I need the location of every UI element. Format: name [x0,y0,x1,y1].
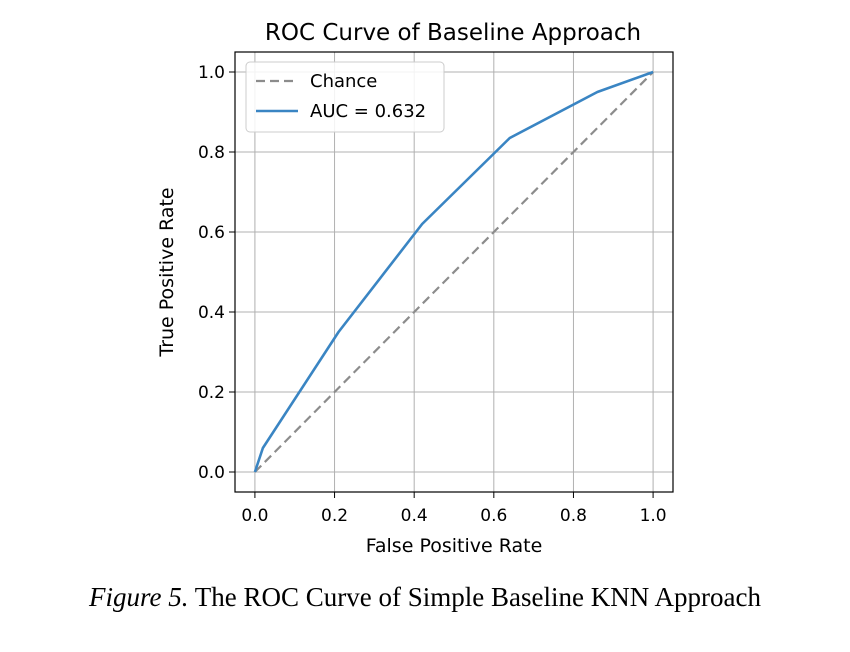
y-tick-label: 0.6 [198,223,225,243]
y-tick-label: 0.2 [198,383,225,403]
y-tick-label: 0.8 [198,143,225,163]
figure-caption: Figure 5. The ROC Curve of Simple Baseli… [0,582,850,613]
series-line-0 [254,71,654,473]
series-line-1 [253,70,654,473]
x-tick-label: 0.4 [401,506,428,526]
x-tick-label: 0.2 [321,506,348,526]
roc-chart: ROC Curve of Baseline Approach 0.0 0.2 0.4… [156,20,674,557]
legend-label: Chance [310,71,377,92]
series-layer [253,70,654,473]
x-tick-label: 0.8 [560,506,587,526]
y-tick-label: 0.4 [198,303,225,323]
legend: Chance AUC = 0.632 [245,61,445,133]
y-tick-label: 1.0 [198,63,225,83]
legend-box [245,61,445,133]
legend-label: AUC = 0.632 [310,101,426,122]
plot-frame [234,51,674,493]
figure-label: Figure 5. [89,582,189,612]
x-tick-label: 1.0 [640,506,667,526]
y-tick-label: 0.0 [198,463,225,483]
caption-text: The ROC Curve of Simple Baseline KNN App… [188,582,761,612]
x-axis-label: False Positive Rate [366,535,543,557]
chart-title: ROC Curve of Baseline Approach [265,20,641,46]
x-tick-label: 0.0 [241,506,268,526]
axis-ticks: 0.0 0.2 0.4 0.6 0.8 1.0 0.0 0.2 0.4 0.6 0.8 1.0 [198,63,667,526]
y-axis-label: True Positive Rate [156,187,178,357]
x-tick-label: 0.6 [480,506,507,526]
